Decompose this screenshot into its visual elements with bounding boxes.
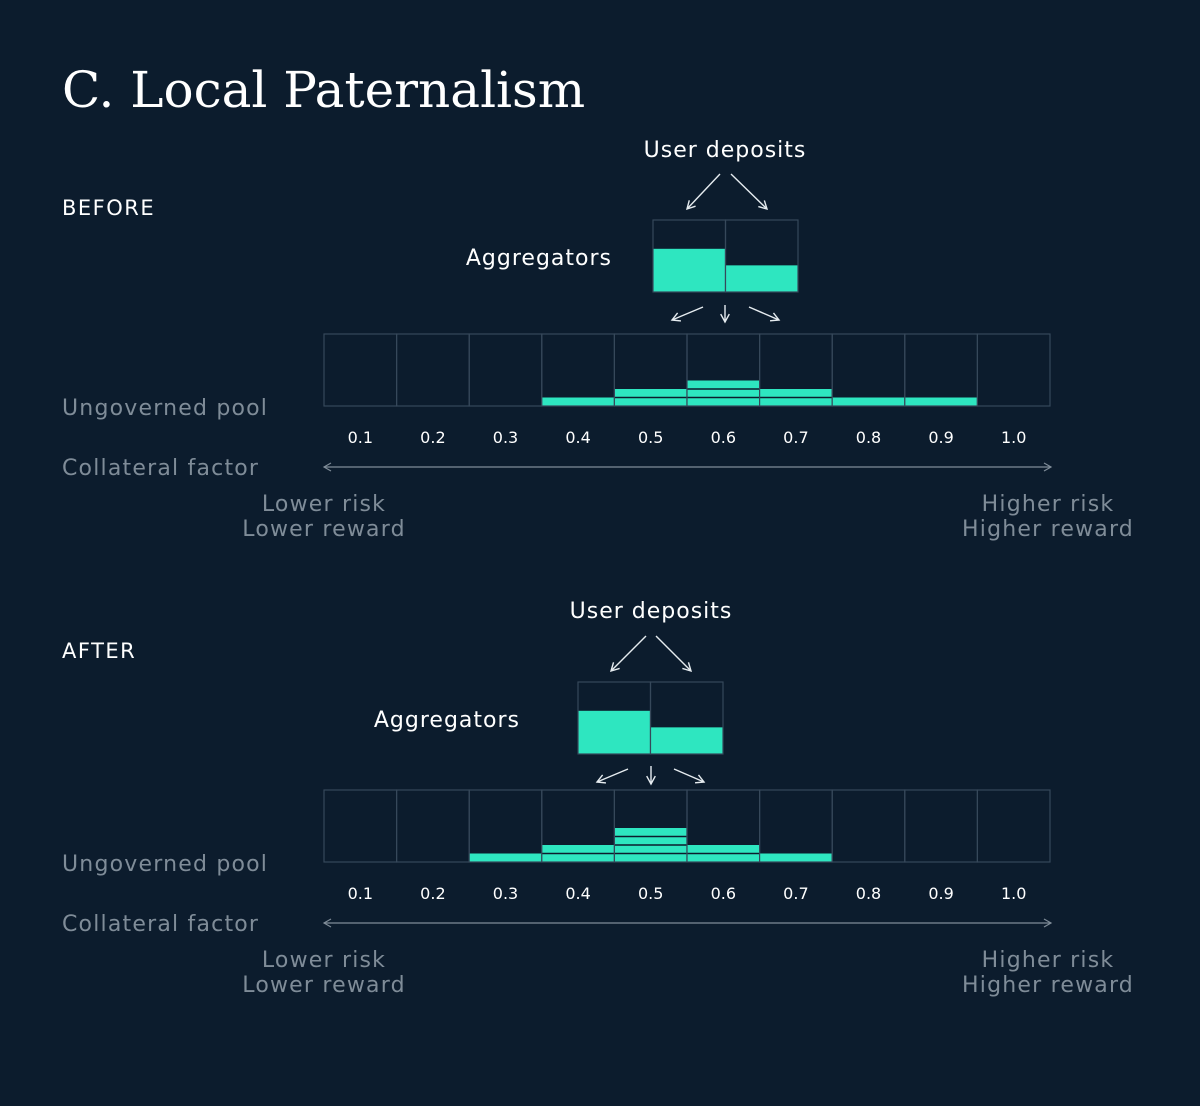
pool-stack-0.4 bbox=[541, 397, 615, 406]
ungoverned-pool-label: Ungoverned pool bbox=[62, 396, 268, 421]
tick-label: 1.0 bbox=[1001, 884, 1026, 903]
aggregator-2-fill bbox=[725, 265, 798, 292]
pool-cell-0.9 bbox=[904, 789, 978, 863]
tick-label: 0.3 bbox=[493, 428, 518, 447]
ungoverned-pool bbox=[323, 333, 1051, 407]
aggregator-boxes bbox=[577, 681, 724, 755]
higher-reward-label: Higher reward bbox=[962, 517, 1134, 542]
aggregator-1-fill bbox=[578, 710, 651, 754]
deposit-arrow-2 bbox=[655, 635, 693, 673]
pool-cell-0.2 bbox=[396, 789, 470, 863]
pool-cell-0.1 bbox=[323, 789, 398, 863]
lower-reward-label: Lower reward bbox=[242, 517, 406, 542]
risk-axis-arrow bbox=[322, 462, 1053, 472]
aggregators-label: Aggregators bbox=[466, 246, 612, 271]
aggregator-1-fill bbox=[653, 248, 726, 292]
pool-cell-0.8 bbox=[831, 789, 906, 863]
tick-label: 0.2 bbox=[420, 884, 445, 903]
pool-stack-0.6 bbox=[687, 380, 760, 406]
pool-stack-0.3 bbox=[469, 853, 542, 862]
pool-cell-1.0 bbox=[976, 789, 1051, 863]
lower-risk-label: Lower risk bbox=[262, 948, 386, 973]
tick-label: 0.7 bbox=[783, 884, 808, 903]
section-label: BEFORE bbox=[62, 196, 155, 220]
collateral-factor-label: Collateral factor bbox=[62, 912, 259, 937]
aggregators-label: Aggregators bbox=[374, 708, 520, 733]
pool-stack-0.8 bbox=[832, 397, 905, 406]
panel-before: BEFORE User deposits Aggregators 0.1 0.2 0.3 0… bbox=[62, 138, 1134, 542]
tick-label: 0.8 bbox=[856, 884, 881, 903]
tick-label: 0.9 bbox=[928, 428, 953, 447]
tick-label: 0.5 bbox=[638, 428, 663, 447]
tick-label: 0.2 bbox=[420, 428, 445, 447]
tick-label: 0.6 bbox=[711, 428, 736, 447]
allocation-arrow-3 bbox=[673, 768, 706, 784]
pool-cell-0.7 bbox=[758, 789, 833, 863]
tick-label: 0.4 bbox=[565, 884, 590, 903]
higher-risk-label: Higher risk bbox=[982, 948, 1115, 973]
allocation-arrow-1 bbox=[670, 306, 704, 322]
tick-label: 0.9 bbox=[928, 884, 953, 903]
pool-stack-0.9 bbox=[904, 397, 978, 406]
pool-stack-0.7 bbox=[759, 853, 833, 862]
lower-reward-label: Lower reward bbox=[242, 973, 406, 998]
pool-cell-0.4 bbox=[541, 333, 615, 407]
aggregator-2-box bbox=[724, 219, 799, 293]
pool-cell-0.3 bbox=[468, 333, 543, 407]
panel-after: AFTER User deposits Aggregators 0.1 0.2 0.3 0.… bbox=[62, 599, 1134, 998]
pool-cell-0.8 bbox=[831, 333, 906, 407]
user-deposits-label: User deposits bbox=[644, 138, 807, 163]
aggregator-2-box bbox=[649, 681, 724, 755]
lower-risk-label: Lower risk bbox=[262, 492, 386, 517]
tick-label: 0.7 bbox=[783, 428, 808, 447]
ungoverned-pool-label: Ungoverned pool bbox=[62, 852, 268, 877]
deposit-arrow-1 bbox=[685, 173, 721, 211]
deposit-arrow-2 bbox=[730, 173, 769, 211]
risk-axis-arrow bbox=[322, 918, 1053, 928]
collateral-factor-label: Collateral factor bbox=[62, 456, 259, 481]
tick-label: 0.5 bbox=[638, 884, 663, 903]
tick-label: 0.3 bbox=[493, 884, 518, 903]
pool-cell-0.1 bbox=[323, 333, 398, 407]
pool-cell-0.3 bbox=[468, 789, 543, 863]
allocation-arrow-2 bbox=[720, 305, 730, 324]
tick-label: 0.1 bbox=[348, 884, 373, 903]
pool-cell-0.9 bbox=[904, 333, 978, 407]
allocation-arrow-1 bbox=[595, 768, 629, 784]
aggregator-2-fill bbox=[650, 727, 723, 754]
allocation-arrow-3 bbox=[748, 306, 781, 322]
tick-label: 0.6 bbox=[711, 884, 736, 903]
ungoverned-pool bbox=[323, 789, 1051, 863]
allocation-arrow-2 bbox=[646, 766, 656, 786]
user-deposits-label: User deposits bbox=[570, 599, 733, 624]
section-label: AFTER bbox=[62, 639, 136, 663]
higher-risk-label: Higher risk bbox=[982, 492, 1115, 517]
pool-cell-0.2 bbox=[396, 333, 470, 407]
tick-label: 0.1 bbox=[348, 428, 373, 447]
aggregator-boxes bbox=[652, 219, 799, 293]
pool-cell-1.0 bbox=[976, 333, 1051, 407]
deposit-arrow-1 bbox=[609, 635, 647, 673]
tick-label: 0.8 bbox=[856, 428, 881, 447]
tick-label: 1.0 bbox=[1001, 428, 1026, 447]
higher-reward-label: Higher reward bbox=[962, 973, 1134, 998]
page-title: C. Local Paternalism bbox=[62, 61, 585, 119]
tick-label: 0.4 bbox=[565, 428, 590, 447]
